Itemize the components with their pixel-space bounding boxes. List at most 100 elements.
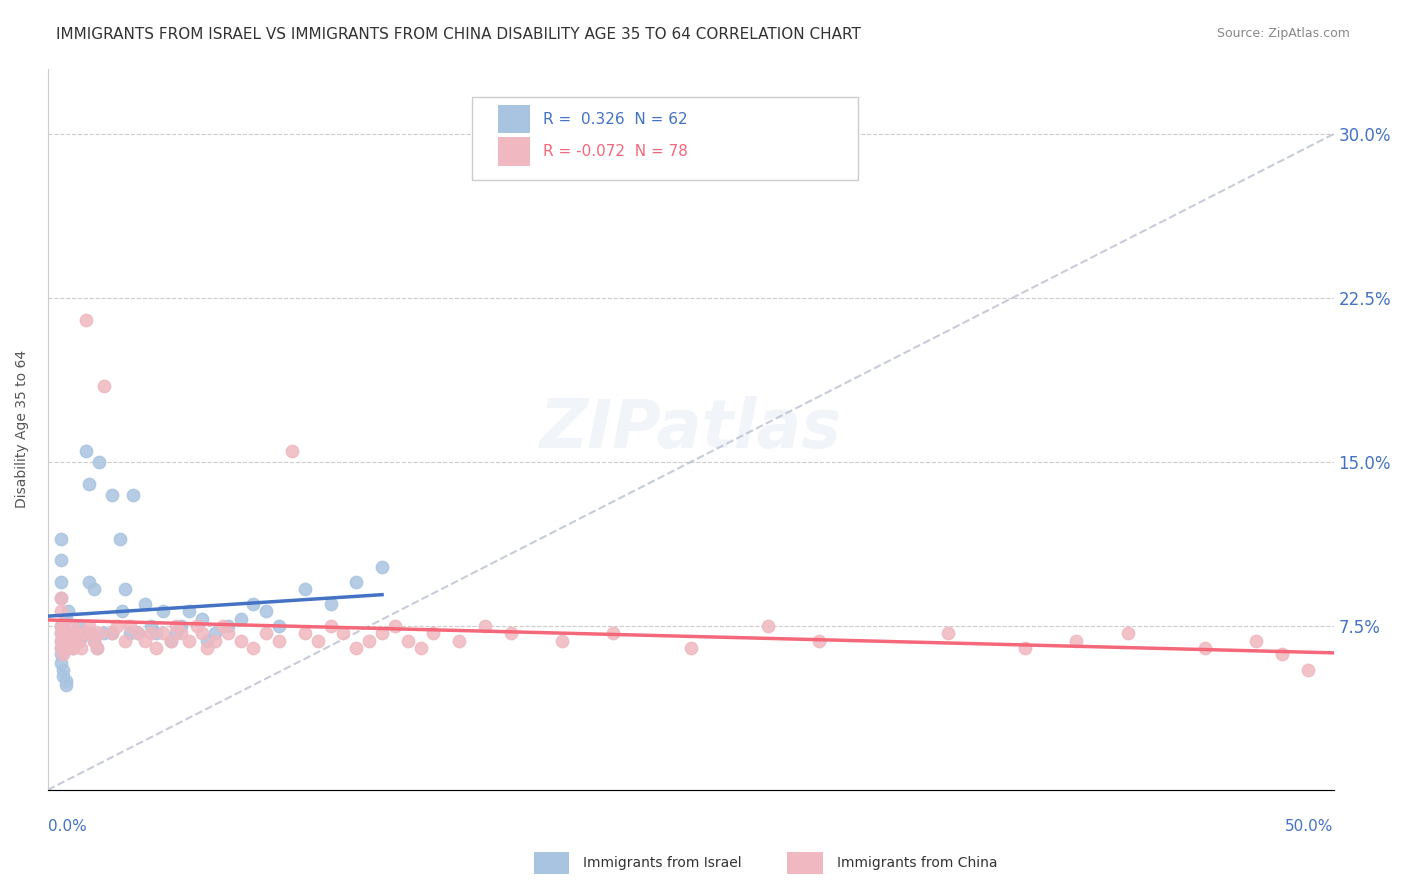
- Point: [83, 582, 105, 596]
- Point: [396, 634, 419, 648]
- Text: R =  0.326  N = 62: R = 0.326 N = 62: [543, 112, 688, 127]
- Point: [204, 625, 226, 640]
- Point: [307, 634, 329, 648]
- Point: [55, 634, 77, 648]
- Point: [134, 597, 156, 611]
- Point: [127, 625, 149, 640]
- Point: [101, 625, 124, 640]
- Point: [332, 625, 354, 640]
- Point: [52, 619, 75, 633]
- Point: [80, 625, 103, 640]
- Point: [186, 619, 208, 633]
- Point: [80, 625, 103, 640]
- Point: [89, 625, 111, 640]
- Point: [62, 640, 84, 655]
- Point: [499, 625, 522, 640]
- Y-axis label: Disability Age 35 to 64: Disability Age 35 to 64: [15, 351, 30, 508]
- Point: [179, 634, 201, 648]
- Point: [83, 634, 105, 648]
- Point: [49, 619, 72, 633]
- Point: [191, 625, 214, 640]
- Point: [139, 619, 162, 633]
- Point: [121, 488, 143, 502]
- Point: [474, 619, 496, 633]
- Point: [59, 634, 82, 648]
- Point: [67, 634, 90, 648]
- Point: [134, 634, 156, 648]
- Point: [70, 630, 93, 644]
- Point: [217, 619, 239, 633]
- Point: [269, 619, 291, 633]
- Point: [77, 476, 100, 491]
- Point: [1014, 640, 1036, 655]
- Point: [756, 619, 779, 633]
- Point: [179, 604, 201, 618]
- Text: IMMIGRANTS FROM ISRAEL VS IMMIGRANTS FROM CHINA DISABILITY AGE 35 TO 64 CORRELAT: IMMIGRANTS FROM ISRAEL VS IMMIGRANTS FRO…: [56, 27, 860, 42]
- Point: [65, 634, 87, 648]
- Point: [195, 640, 218, 655]
- Point: [242, 597, 264, 611]
- Point: [139, 625, 162, 640]
- Point: [127, 625, 149, 640]
- Point: [152, 604, 174, 618]
- Text: Immigrants from Israel: Immigrants from Israel: [583, 856, 742, 871]
- Point: [55, 673, 77, 688]
- Point: [111, 604, 134, 618]
- Point: [62, 619, 84, 633]
- Point: [49, 625, 72, 640]
- Point: [1246, 634, 1268, 648]
- Point: [371, 625, 394, 640]
- Point: [49, 656, 72, 670]
- Point: [101, 488, 124, 502]
- Point: [77, 575, 100, 590]
- Point: [294, 625, 316, 640]
- FancyBboxPatch shape: [472, 97, 858, 180]
- Point: [1296, 663, 1319, 677]
- Point: [170, 625, 193, 640]
- Point: [49, 648, 72, 662]
- Text: ZIPatlas: ZIPatlas: [540, 396, 842, 462]
- Point: [449, 634, 471, 648]
- Point: [49, 634, 72, 648]
- Point: [409, 640, 432, 655]
- Point: [602, 625, 624, 640]
- Point: [170, 619, 193, 633]
- Point: [281, 444, 304, 458]
- Point: [49, 591, 72, 605]
- Point: [551, 634, 574, 648]
- Point: [808, 634, 831, 648]
- Point: [49, 532, 72, 546]
- FancyBboxPatch shape: [498, 104, 530, 134]
- Point: [101, 625, 124, 640]
- Point: [152, 625, 174, 640]
- Point: [114, 582, 136, 596]
- Point: [114, 634, 136, 648]
- Point: [49, 619, 72, 633]
- Point: [67, 619, 90, 633]
- Point: [1271, 648, 1294, 662]
- Point: [62, 640, 84, 655]
- Point: [58, 625, 80, 640]
- Point: [359, 634, 381, 648]
- Point: [93, 378, 115, 392]
- Point: [191, 612, 214, 626]
- Point: [217, 625, 239, 640]
- Point: [83, 634, 105, 648]
- Point: [86, 640, 108, 655]
- Text: Immigrants from China: Immigrants from China: [837, 856, 997, 871]
- Point: [55, 678, 77, 692]
- Point: [254, 604, 277, 618]
- Point: [1194, 640, 1216, 655]
- Point: [195, 634, 218, 648]
- FancyBboxPatch shape: [498, 137, 530, 166]
- Point: [118, 625, 141, 640]
- Point: [70, 640, 93, 655]
- Point: [211, 619, 233, 633]
- Point: [86, 640, 108, 655]
- Point: [52, 648, 75, 662]
- Point: [73, 625, 96, 640]
- Point: [49, 553, 72, 567]
- Point: [75, 444, 97, 458]
- Point: [49, 575, 72, 590]
- Point: [269, 634, 291, 648]
